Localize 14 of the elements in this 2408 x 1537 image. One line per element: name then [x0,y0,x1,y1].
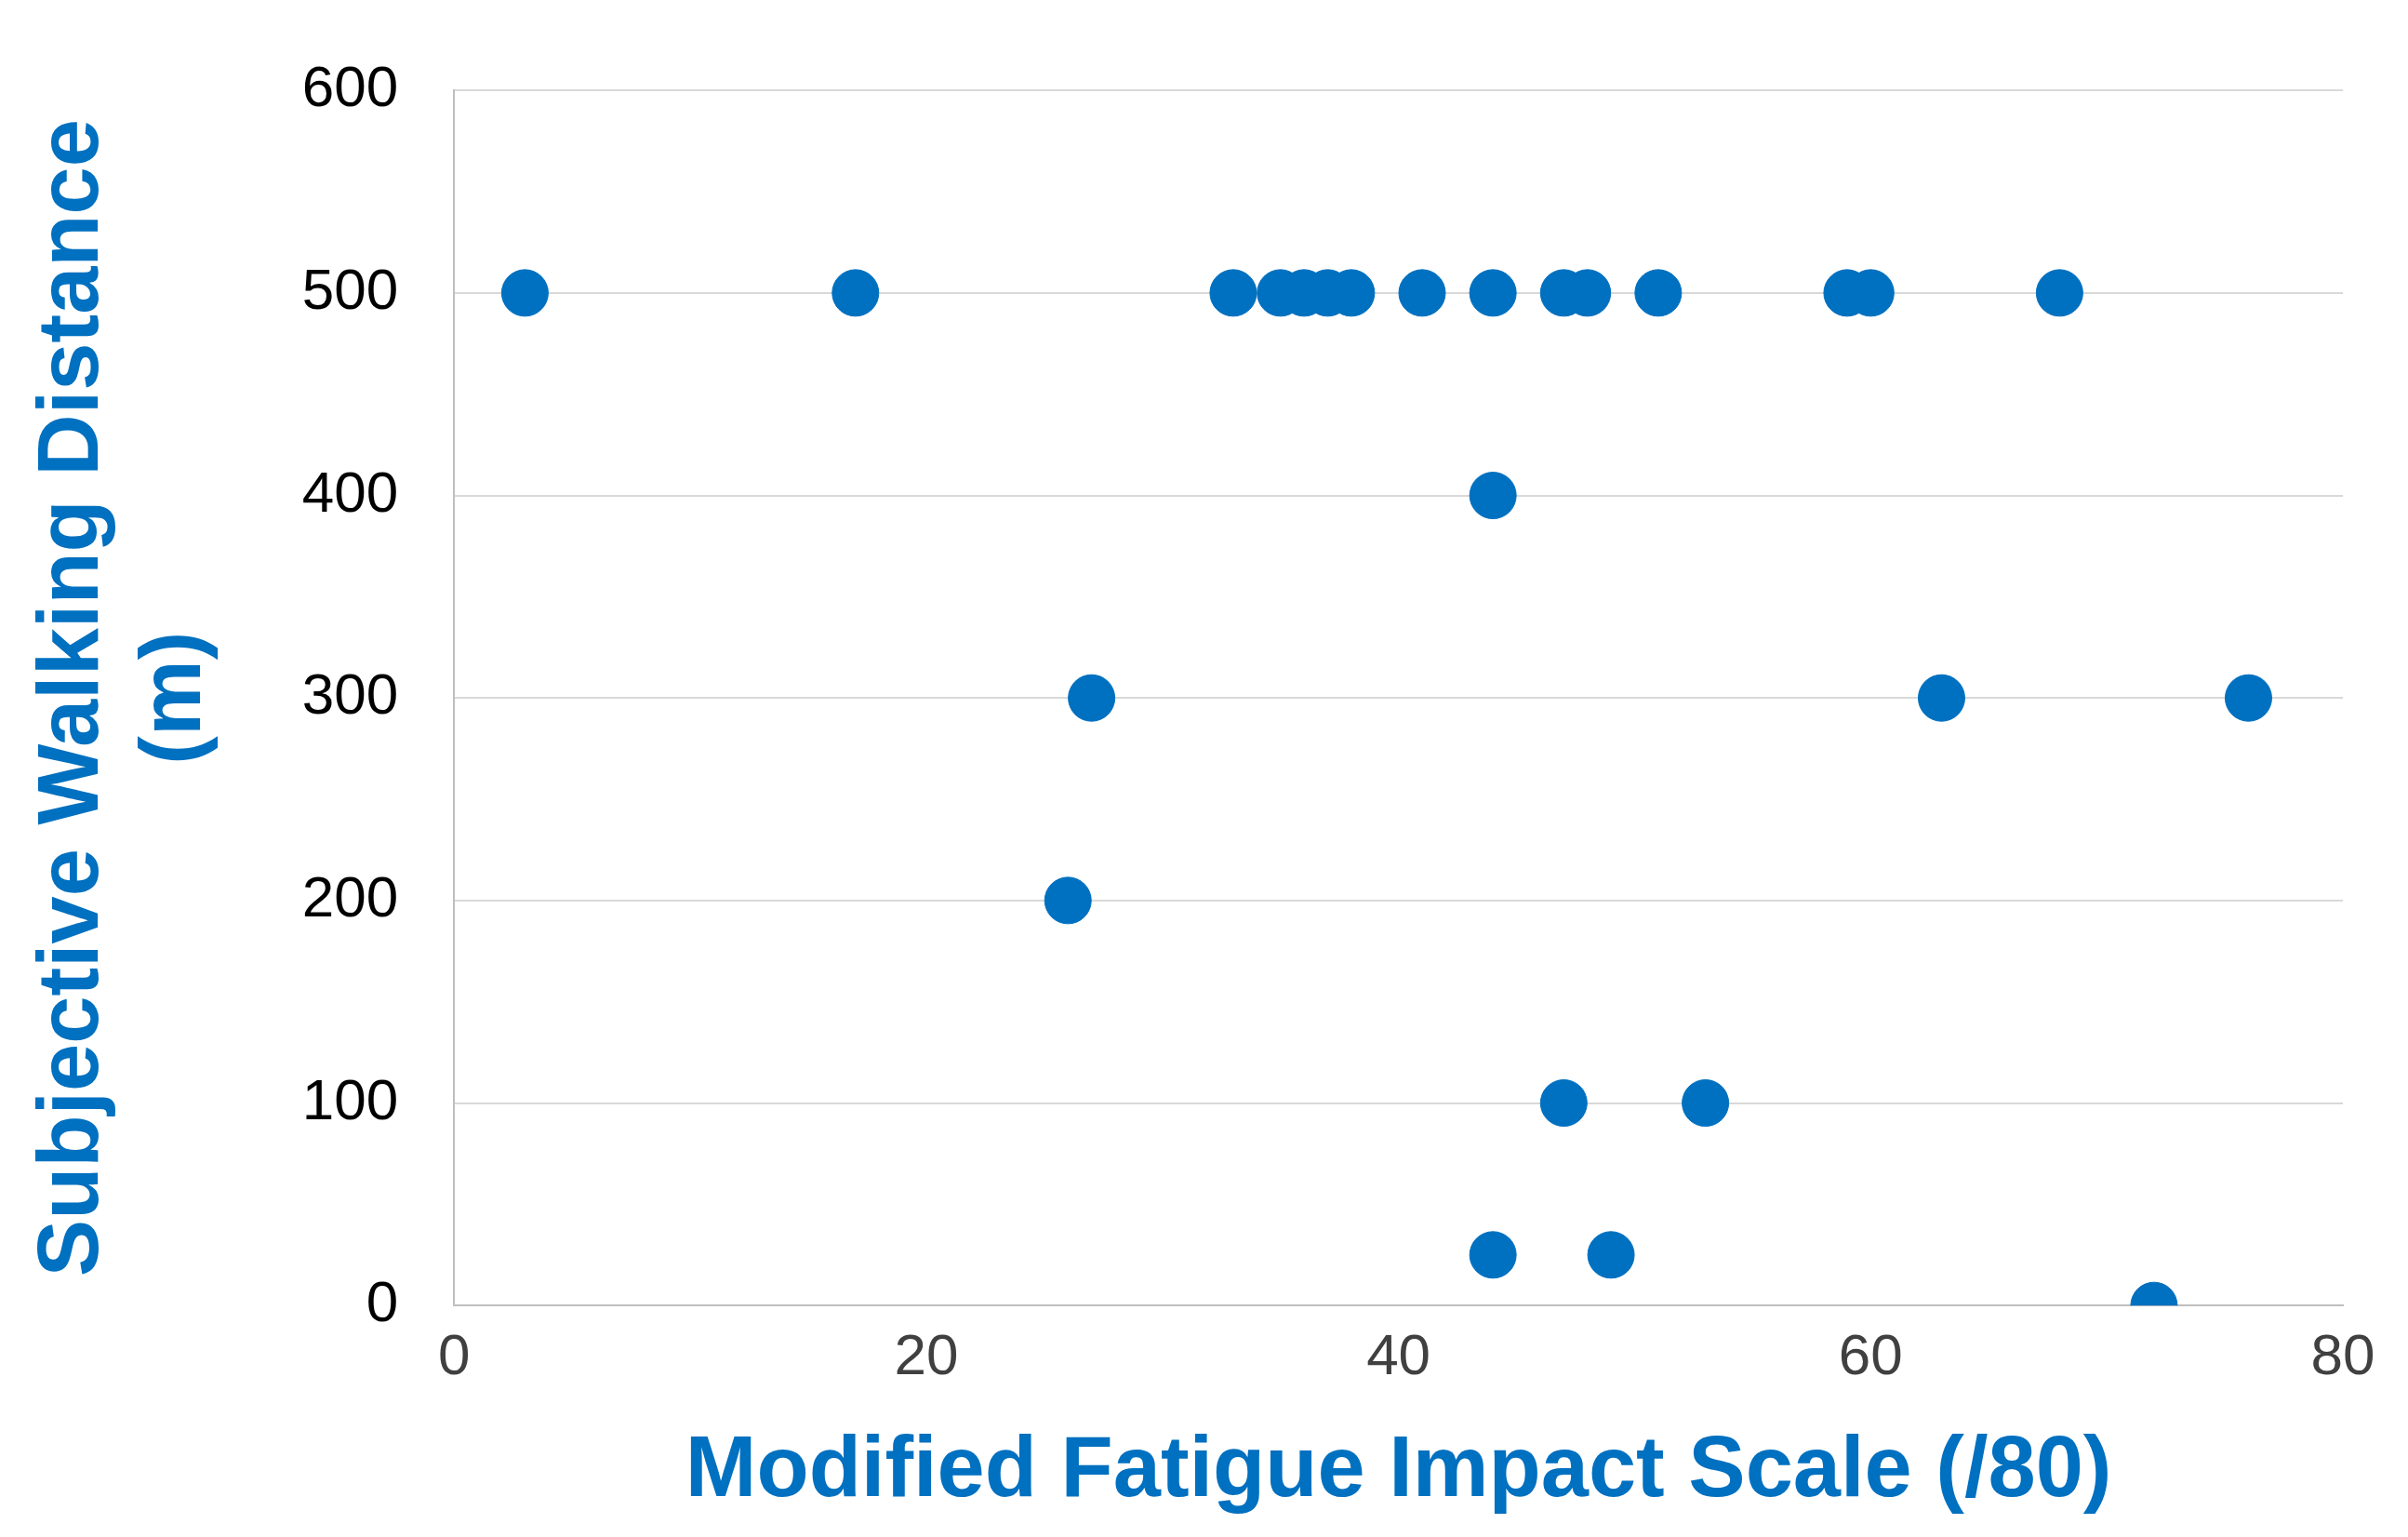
y-tick-label: 200 [301,863,399,929]
x-axis-title: Modified Fatigue Impact Scale (/80) [685,1419,2112,1515]
x-tick-label: 40 [1366,1322,1431,1387]
x-tick-label: 20 [894,1322,959,1387]
y-tick-label: 600 [301,54,399,119]
y-tick-label: 400 [301,459,399,524]
y-tick-label: 100 [301,1066,399,1131]
x-tick-label: 80 [2310,1322,2375,1387]
y-axis-title: Subjective Walking Distance (m) [20,119,218,1277]
x-tick-label: 60 [1838,1322,1903,1387]
y-tick-label: 0 [366,1269,399,1334]
y-tick-label: 300 [301,662,399,727]
y-tick-label: 500 [301,256,399,321]
x-tick-label: 0 [438,1322,471,1387]
